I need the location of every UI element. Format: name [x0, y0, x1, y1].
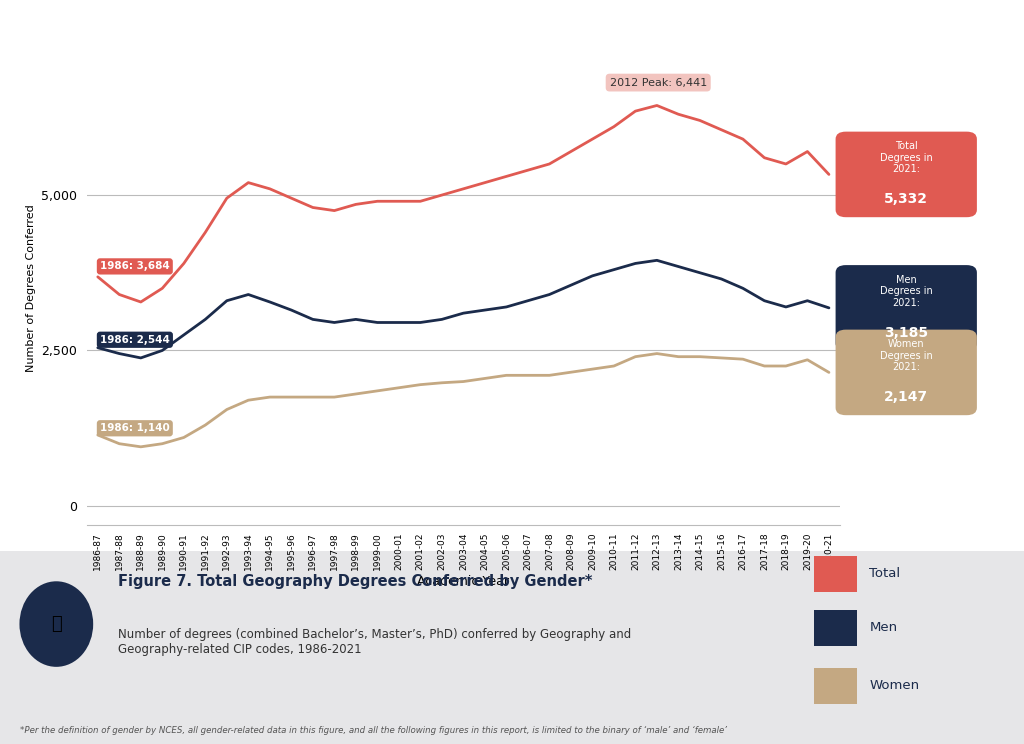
Text: 2012 Peak: 6,441: 2012 Peak: 6,441: [609, 77, 707, 88]
Text: Number of degrees (combined Bachelor’s, Master’s, PhD) conferred by Geography an: Number of degrees (combined Bachelor’s, …: [118, 628, 631, 656]
Text: 2,147: 2,147: [884, 390, 929, 404]
Text: Total
Degrees in
2021:: Total Degrees in 2021:: [880, 141, 933, 174]
Text: 1986: 1,140: 1986: 1,140: [100, 423, 170, 433]
Text: 5,332: 5,332: [885, 192, 928, 206]
Text: 1986: 3,684: 1986: 3,684: [100, 261, 170, 272]
Text: Women: Women: [869, 679, 920, 693]
Text: 3,185: 3,185: [884, 326, 929, 340]
Text: Men
Degrees in
2021:: Men Degrees in 2021:: [880, 275, 933, 308]
X-axis label: Academic Year: Academic Year: [418, 575, 509, 589]
Text: 🎓: 🎓: [51, 615, 61, 633]
Text: 1986: 2,544: 1986: 2,544: [100, 335, 170, 344]
Text: Men: Men: [869, 621, 897, 635]
Text: *Per the definition of gender by NCES, all gender-related data in this figure, a: *Per the definition of gender by NCES, a…: [20, 726, 727, 735]
Text: Figure 7. Total Geography Degrees Conferred by Gender*: Figure 7. Total Geography Degrees Confer…: [118, 574, 592, 589]
Text: Total: Total: [869, 567, 900, 580]
Text: Women
Degrees in
2021:: Women Degrees in 2021:: [880, 339, 933, 373]
Y-axis label: Number of Degrees Conferred: Number of Degrees Conferred: [26, 205, 36, 372]
